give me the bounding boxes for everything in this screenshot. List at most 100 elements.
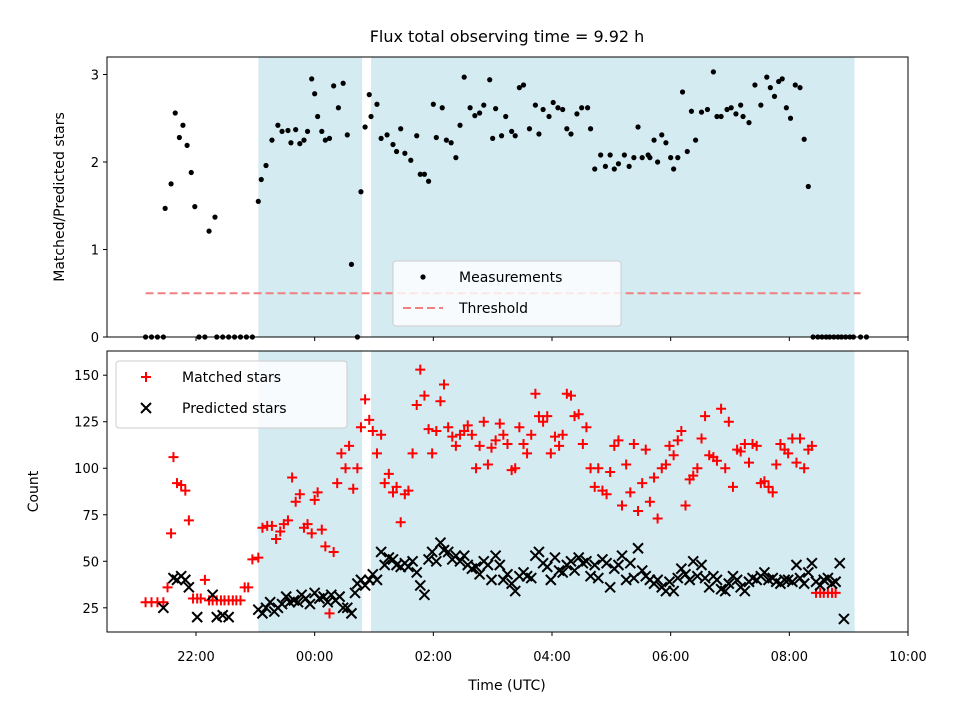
data-point: [605, 466, 616, 477]
data-point: [710, 69, 716, 75]
data-point: [414, 579, 426, 592]
data-point: [672, 572, 684, 584]
data-point: [644, 496, 655, 507]
data-point: [699, 572, 711, 584]
y-tick-label: 50: [82, 555, 99, 570]
data-point: [319, 128, 325, 134]
data-point: [794, 572, 806, 584]
data-point: [355, 574, 367, 586]
data-point: [348, 483, 359, 494]
legend-label: Matched stars: [182, 370, 281, 386]
data-point: [579, 105, 585, 111]
axes-frame: [106, 350, 909, 633]
data-point: [368, 113, 374, 120]
data-point: [439, 105, 445, 111]
data-point: [700, 411, 711, 422]
data-point: [472, 113, 478, 119]
data-point: [806, 557, 818, 569]
data-point: [312, 487, 323, 498]
data-point: [589, 481, 600, 492]
series-predicted-stars: [158, 538, 850, 625]
data-point: [498, 429, 509, 440]
data-point: [168, 452, 179, 463]
data-point: [285, 127, 291, 134]
data-point: [628, 439, 639, 450]
data-point: [260, 602, 272, 614]
data-point: [408, 157, 414, 163]
data-point: [663, 140, 669, 146]
data-point: [371, 448, 382, 459]
data-point: [640, 444, 651, 455]
data-point: [140, 402, 152, 414]
data-point: [572, 551, 585, 564]
data-point: [510, 463, 521, 474]
data-point: [487, 77, 493, 83]
data-point: [731, 574, 743, 586]
data-point: [340, 80, 346, 86]
series-measurements: [142, 69, 870, 340]
data-point: [180, 485, 191, 496]
y-tick-label: 75: [82, 509, 99, 524]
data-point: [720, 463, 731, 474]
data-point: [598, 152, 604, 158]
data-point: [348, 261, 355, 267]
data-point: [336, 448, 347, 459]
data-point: [776, 78, 782, 85]
axes-frame: [106, 56, 909, 338]
data-point: [557, 429, 568, 440]
data-point: [746, 120, 752, 126]
data-point: [711, 455, 722, 466]
data-point: [482, 559, 494, 571]
data-point: [651, 574, 664, 586]
data-point: [565, 555, 577, 567]
data-point: [477, 110, 483, 116]
data-point: [556, 566, 569, 579]
data-point: [335, 105, 341, 111]
data-point: [450, 549, 462, 562]
data-point: [647, 155, 653, 161]
data-point: [266, 520, 277, 531]
data-point: [764, 74, 770, 80]
data-point: [498, 133, 505, 139]
data-point: [671, 166, 677, 172]
data-point: [415, 364, 426, 375]
data-point: [611, 166, 617, 172]
data-point: [801, 136, 807, 142]
data-point: [775, 439, 786, 450]
y-tick-label: 25: [82, 602, 99, 617]
data-point: [430, 555, 443, 567]
data-point: [621, 459, 632, 470]
data-point: [332, 478, 343, 489]
data-point: [256, 607, 269, 620]
data-point: [282, 515, 293, 526]
data-point: [442, 546, 454, 558]
y-tick-label: 1: [91, 244, 99, 259]
data-point: [341, 602, 354, 614]
data-point: [633, 506, 644, 517]
data-point: [672, 435, 683, 446]
data-point: [471, 463, 482, 474]
data-point: [792, 82, 798, 88]
data-point: [407, 448, 418, 459]
data-point: [454, 555, 466, 567]
data-point: [679, 568, 692, 581]
data-point: [550, 99, 556, 106]
data-point: [613, 435, 624, 446]
data-point: [565, 390, 576, 401]
data-point: [651, 137, 657, 143]
data-point: [279, 128, 285, 134]
data-point: [264, 596, 276, 608]
data-point: [300, 592, 312, 605]
data-point: [419, 390, 430, 401]
data-point: [359, 579, 371, 592]
data-point: [560, 106, 566, 113]
data-point: [549, 551, 561, 564]
data-point: [235, 595, 246, 606]
data-point: [688, 108, 695, 114]
data-point: [395, 517, 406, 528]
data-point: [728, 105, 734, 111]
data-point: [738, 102, 744, 108]
data-point: [676, 426, 687, 437]
data-point: [481, 102, 487, 108]
data-point: [680, 500, 691, 511]
